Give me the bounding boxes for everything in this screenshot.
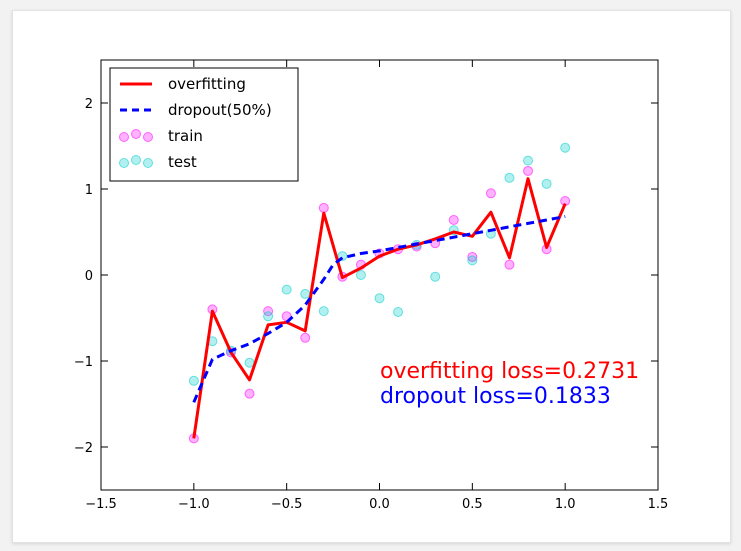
point-test-9 (355, 270, 366, 280)
y-tick-label: −2 (74, 441, 93, 456)
series-line-overfitting (192, 177, 567, 439)
point-train-6 (300, 332, 311, 343)
point-test-19 (541, 178, 552, 189)
point-train-17 (504, 259, 515, 270)
point-train-18 (523, 165, 534, 176)
point-test-5 (281, 284, 292, 295)
point-train-7 (318, 202, 329, 213)
legend-label-test: test (168, 153, 197, 171)
y-tick-label: −1 (74, 355, 93, 370)
x-tick-label: −1.5 (85, 497, 117, 512)
y-tick-label: 1 (85, 183, 93, 198)
point-test-17 (504, 172, 515, 183)
legend-label-train: train (168, 127, 203, 145)
x-tick-label: 0.0 (369, 497, 390, 512)
legend-label-overfitting: overfitting (168, 75, 246, 93)
point-test-0 (188, 375, 199, 386)
legend-swatch-train (119, 129, 153, 142)
y-tick-label: 0 (85, 269, 93, 284)
x-tick-label: −0.5 (271, 497, 303, 512)
y-tick-label: 2 (85, 97, 93, 112)
x-tick-label: −1.0 (178, 497, 210, 512)
legend: overfitting dropout(50%) train test (109, 67, 299, 182)
x-tick-label: 1.5 (648, 497, 669, 512)
x-tick-label: 1.0 (555, 497, 576, 512)
point-train-4 (263, 306, 274, 317)
point-test-7 (318, 306, 329, 317)
point-test-11 (393, 306, 404, 317)
point-test-4 (263, 311, 274, 322)
point-test-18 (523, 155, 534, 166)
point-train-3 (244, 388, 255, 399)
point-test-13 (430, 271, 441, 282)
legend-box (109, 67, 299, 182)
annotation-overfitting-loss: overfitting loss=0.2731 (380, 359, 639, 384)
x-tick-label: 0.5 (462, 497, 483, 512)
point-test-20 (560, 142, 571, 153)
point-train-15 (467, 251, 478, 262)
legend-swatch-test (119, 155, 153, 168)
point-train-16 (485, 188, 496, 199)
annotation-dropout-loss: dropout loss=0.1833 (380, 384, 611, 409)
legend-label-dropout: dropout(50%) (168, 101, 272, 119)
point-test-6 (300, 288, 311, 299)
point-train-14 (448, 214, 459, 225)
point-test-15 (467, 255, 478, 266)
series-line-dropout-50 (192, 215, 566, 403)
point-test-10 (374, 293, 385, 304)
